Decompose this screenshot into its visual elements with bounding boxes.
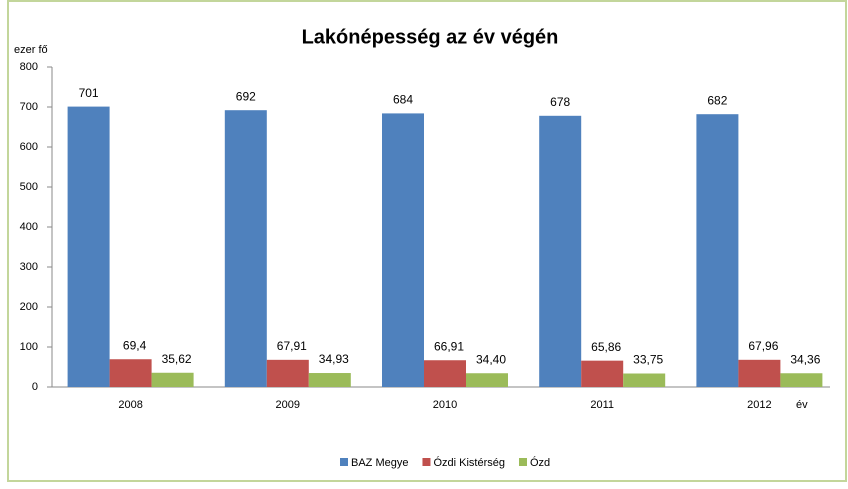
bar <box>151 372 194 387</box>
data-label: 692 <box>236 89 256 103</box>
chart-title: Lakónépesség az év végén <box>302 26 559 48</box>
y-tick-label: 100 <box>20 341 38 353</box>
y-tick-label: 0 <box>32 381 38 393</box>
bar <box>109 359 152 387</box>
bar <box>224 110 267 387</box>
data-label: 682 <box>707 93 727 107</box>
bar <box>67 106 110 387</box>
x-tick-label: 2012 <box>747 399 771 411</box>
legend-swatch <box>340 458 348 466</box>
legend-swatch <box>422 458 431 466</box>
y-tick-label: 200 <box>20 301 38 313</box>
x-axis-label: év <box>796 399 808 411</box>
legend-swatch <box>519 458 527 466</box>
y-tick-label: 700 <box>20 101 38 113</box>
bar <box>539 115 582 388</box>
data-label: 69,4 <box>123 338 147 352</box>
data-label: 34,40 <box>476 352 506 366</box>
data-label: 35,62 <box>162 352 192 366</box>
data-label: 65,86 <box>591 340 621 354</box>
data-label: 701 <box>79 86 99 100</box>
bar <box>623 373 666 387</box>
y-tick-label: 800 <box>20 61 38 73</box>
y-tick-label: 300 <box>20 261 38 273</box>
bar <box>382 113 424 388</box>
data-label: 66,91 <box>434 339 464 353</box>
x-tick-label: 2009 <box>276 399 300 411</box>
bar <box>308 373 351 387</box>
data-label: 67,96 <box>748 339 778 353</box>
data-label: 34,36 <box>790 352 820 366</box>
y-axis-label: ezer fő <box>14 44 48 56</box>
bar <box>466 373 508 387</box>
data-label: 33,75 <box>633 353 663 367</box>
y-tick-label: 500 <box>20 181 38 193</box>
legend-label: BAZ Megye <box>351 457 408 469</box>
bar <box>696 114 739 387</box>
bar <box>738 359 781 387</box>
legend-label: Ózdi Kistérség <box>433 456 505 469</box>
bar <box>424 360 466 387</box>
legend-label: Ózd <box>530 456 550 469</box>
y-tick-label: 400 <box>20 221 38 233</box>
bar <box>780 373 823 387</box>
data-label: 684 <box>393 93 413 107</box>
bar <box>266 359 309 387</box>
x-tick-label: 2011 <box>590 399 614 411</box>
data-label: 678 <box>550 95 570 109</box>
x-tick-label: 2010 <box>433 399 457 411</box>
data-label: 67,91 <box>277 339 307 353</box>
bar <box>581 360 624 387</box>
data-label: 34,93 <box>319 352 349 366</box>
x-tick-label: 2008 <box>118 399 142 411</box>
y-tick-label: 600 <box>20 141 38 153</box>
